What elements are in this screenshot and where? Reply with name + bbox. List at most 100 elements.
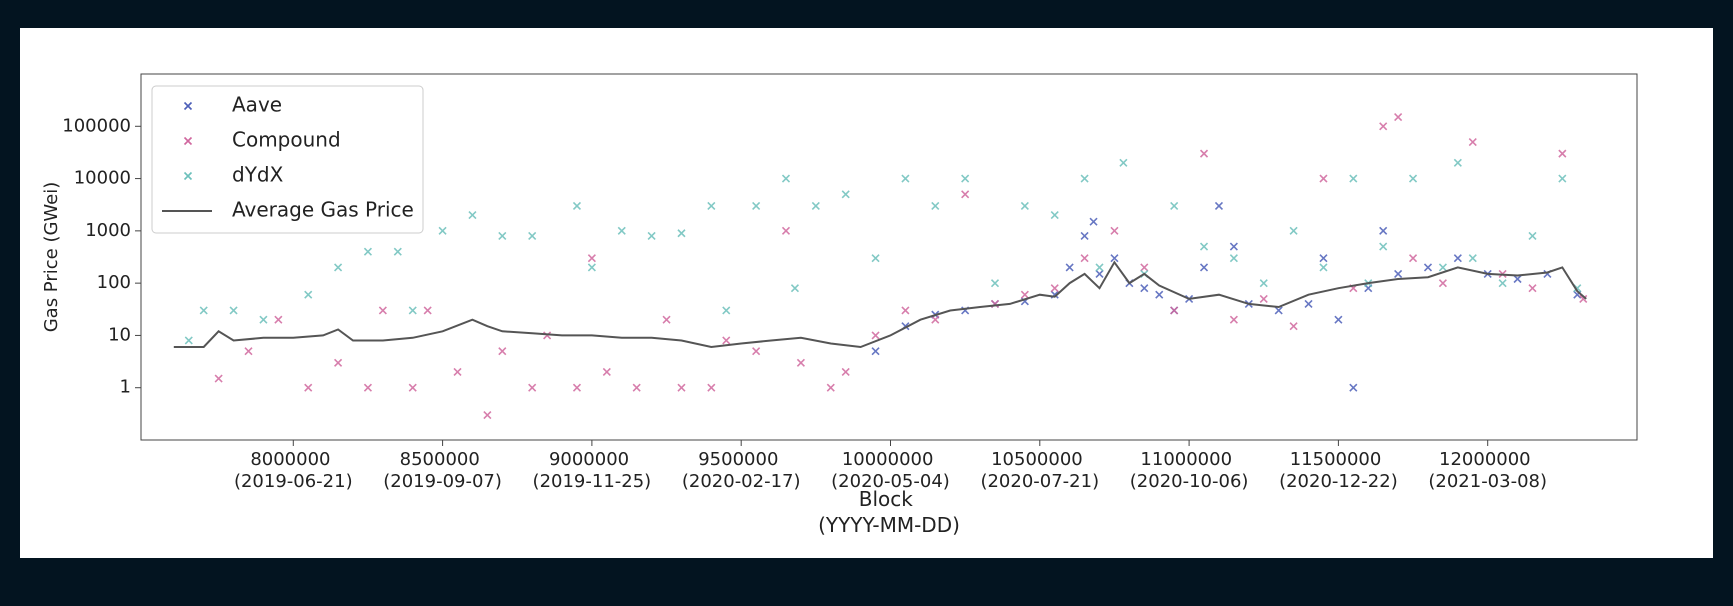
scatter-point — [1199, 242, 1209, 251]
scatter-point — [244, 347, 253, 356]
scatter-point — [961, 190, 970, 199]
y-tick-label: 100000 — [62, 115, 131, 136]
y-tick-label: 100 — [97, 272, 131, 293]
scatter-point — [796, 358, 805, 367]
x-tick-label: 8500000 (2019-09-07) — [383, 449, 502, 492]
legend-box — [151, 85, 424, 234]
scatter-point — [1050, 284, 1059, 293]
scatter-point — [408, 383, 417, 392]
scatter-point — [528, 383, 537, 392]
scatter-point — [1020, 201, 1029, 210]
scatter-point — [1110, 254, 1119, 263]
scatter-point — [1214, 201, 1224, 210]
scatter-point — [617, 226, 626, 235]
scatter-point — [1170, 201, 1179, 210]
scatter-point — [1379, 122, 1388, 131]
scatter-point — [438, 226, 447, 235]
scatter-point — [871, 331, 880, 340]
scatter-point — [1170, 306, 1179, 315]
scatter-point — [1453, 158, 1462, 167]
legend-marker — [183, 101, 193, 111]
scatter-point — [1199, 263, 1209, 272]
scatter-point — [229, 306, 238, 315]
scatter-point — [1319, 174, 1328, 183]
scatter-point — [722, 336, 731, 345]
scatter-point — [781, 226, 791, 235]
scatter-point — [1498, 279, 1507, 288]
scatter-point — [1080, 231, 1089, 240]
scatter-point — [483, 410, 492, 420]
scatter-point — [1319, 254, 1328, 263]
scatter-point — [393, 247, 402, 256]
scatter-point — [931, 201, 940, 210]
scatter-point — [199, 306, 208, 315]
scatter-point — [334, 358, 343, 367]
scatter-point — [1558, 149, 1567, 158]
scatter-point — [1050, 211, 1059, 220]
scatter-point — [1579, 294, 1588, 303]
scatter-point — [707, 201, 716, 210]
scatter-point — [1259, 294, 1268, 303]
scatter-point — [498, 347, 507, 356]
scatter-point — [826, 383, 835, 392]
scatter-point — [1319, 263, 1328, 272]
scatter-point — [841, 367, 850, 377]
scatter-point — [1513, 274, 1522, 284]
scatter-point — [1394, 113, 1403, 122]
scatter-point — [677, 229, 686, 238]
scatter-point — [1438, 279, 1447, 288]
scatter-point — [871, 347, 880, 356]
plot-area — [173, 113, 1588, 420]
scatter-point — [572, 383, 582, 392]
y-tick-label: 10 — [108, 324, 131, 345]
legend-label: Compound — [232, 128, 341, 152]
legend-label: Aave — [232, 93, 282, 117]
scatter-point — [1080, 174, 1089, 183]
scatter-point — [1379, 242, 1388, 251]
scatter-point — [1110, 226, 1119, 235]
scatter-point — [1199, 149, 1209, 158]
scatter-point — [632, 383, 641, 392]
scatter-point — [1274, 306, 1283, 315]
scatter-point — [378, 306, 387, 315]
scatter-point — [1089, 217, 1098, 226]
scatter-point — [1468, 254, 1477, 263]
scatter-point — [304, 383, 313, 392]
scatter-point — [543, 331, 552, 340]
scatter-point — [1155, 290, 1164, 299]
y-tick-label: 10000 — [74, 168, 131, 189]
scatter-point — [1119, 158, 1128, 167]
scatter-point — [423, 306, 432, 315]
y-axis-label: Gas Price (GWei) — [41, 182, 62, 333]
scatter-point — [1304, 299, 1313, 309]
scatter-point — [841, 190, 850, 199]
scatter-point — [722, 306, 731, 315]
scatter-point — [1423, 263, 1433, 272]
legend-label: dYdX — [232, 163, 284, 187]
scatter-point — [1140, 284, 1149, 293]
x-tick-label: 10000000 (2020-05-04) — [831, 449, 950, 492]
scatter-point — [1289, 226, 1298, 235]
legend-label: Average Gas Price — [232, 198, 414, 222]
scatter-point — [1334, 315, 1343, 324]
scatter-point — [752, 347, 761, 356]
scatter-point — [498, 231, 507, 240]
legend-marker — [183, 171, 193, 181]
scatter-point — [790, 284, 800, 293]
scatter-point — [408, 306, 417, 315]
scatter-point — [1229, 315, 1238, 324]
x-tick-label: 11000000 (2020-10-06) — [1130, 449, 1249, 492]
legend-marker — [183, 136, 193, 146]
scatter-point — [1408, 174, 1418, 183]
scatter-point — [259, 315, 268, 324]
scatter-point — [901, 174, 910, 183]
scatter-point — [184, 336, 193, 345]
scatter-point — [1438, 263, 1447, 272]
scatter-point — [274, 315, 283, 324]
x-axis-label: Block (YYYY-MM-DD) — [818, 487, 960, 537]
scatter-point — [602, 367, 611, 377]
scatter-point — [1349, 174, 1358, 183]
x-tick-label: 12000000 (2021-03-08) — [1428, 449, 1547, 492]
scatter-point — [1095, 263, 1104, 272]
